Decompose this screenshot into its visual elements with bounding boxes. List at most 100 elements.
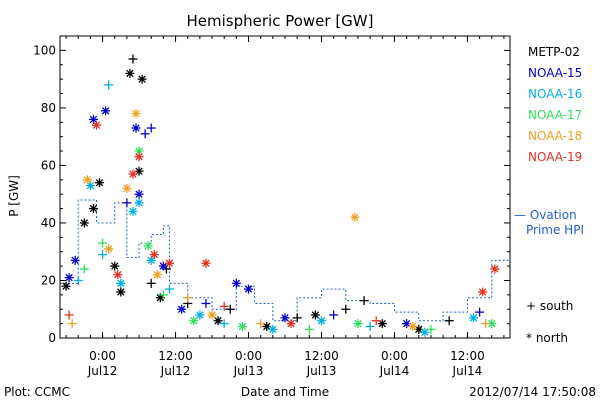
data-point-north xyxy=(83,175,92,184)
data-point-north xyxy=(408,322,417,331)
x-tick-time-label: 0:00 xyxy=(235,349,262,363)
data-point-south xyxy=(360,296,369,305)
data-point-north xyxy=(238,322,247,331)
data-point-south xyxy=(80,264,89,273)
data-point-north xyxy=(177,305,186,314)
data-point-north xyxy=(95,178,104,187)
data-point-north xyxy=(89,204,98,213)
data-point-north xyxy=(125,69,134,78)
data-point-north xyxy=(150,250,159,259)
y-tick-label: 100 xyxy=(33,43,56,57)
ovation-legend-line2: Prime HPI xyxy=(526,223,584,237)
data-point-north xyxy=(128,207,137,216)
data-point-north xyxy=(135,198,144,207)
data-point-south xyxy=(65,310,74,319)
data-point-south xyxy=(341,305,350,314)
data-point-north xyxy=(128,170,137,179)
x-tick-time-label: 12:00 xyxy=(304,349,339,363)
y-tick-label: 80 xyxy=(41,101,56,115)
data-point-south xyxy=(147,124,156,133)
data-point-north xyxy=(469,313,478,322)
data-point-north xyxy=(135,190,144,199)
data-point-south xyxy=(201,299,210,308)
data-point-south xyxy=(305,325,314,334)
chart-title: Hemispheric Power [GW] xyxy=(187,12,374,30)
data-point-north xyxy=(353,319,362,328)
x-tick-date-label: Jul13 xyxy=(306,364,337,378)
data-point-north xyxy=(110,262,119,271)
data-point-north xyxy=(122,184,131,193)
data-point-south xyxy=(122,198,131,207)
y-tick-label: 0 xyxy=(48,331,56,345)
data-point-south xyxy=(329,310,338,319)
data-point-north xyxy=(92,121,101,130)
data-point-north xyxy=(113,270,122,279)
y-tick-label: 40 xyxy=(41,216,56,230)
data-point-south xyxy=(445,316,454,325)
data-point-north xyxy=(144,241,153,250)
data-point-north xyxy=(208,310,217,319)
x-tick-date-label: Jul14 xyxy=(452,364,483,378)
data-point-north xyxy=(71,256,80,265)
x-tick-date-label: Jul12 xyxy=(160,364,191,378)
data-point-north xyxy=(62,282,71,291)
x-tick-time-label: 0:00 xyxy=(89,349,116,363)
data-point-north xyxy=(201,259,210,268)
data-point-south xyxy=(74,276,83,285)
data-point-north xyxy=(104,244,113,253)
axes: 0204060801000:00Jul1212:00Jul120:00Jul13… xyxy=(33,36,510,378)
marker-legend-south: + south xyxy=(526,299,573,313)
data-point-north xyxy=(478,287,487,296)
legend-entry: NOAA-15 xyxy=(528,66,582,80)
data-point-north xyxy=(165,259,174,268)
data-point-south xyxy=(165,285,174,294)
data-point-south xyxy=(68,319,77,328)
x-tick-time-label: 0:00 xyxy=(381,349,408,363)
plot-timestamp: 2012/07/14 17:50:08 xyxy=(469,385,596,399)
data-point-south xyxy=(128,55,137,64)
data-point-north xyxy=(132,124,141,133)
x-tick-date-label: Jul14 xyxy=(379,364,410,378)
y-axis-label: P [GW] xyxy=(7,175,21,217)
data-point-north xyxy=(287,319,296,328)
data-point-north xyxy=(317,316,326,325)
x-axis-label: Date and Time xyxy=(241,385,329,399)
plot-credit: Plot: CCMC xyxy=(4,385,70,399)
data-point-north xyxy=(490,264,499,273)
data-point-south xyxy=(104,80,113,89)
x-tick-time-label: 12:00 xyxy=(158,349,193,363)
legend-entry: METP-02 xyxy=(528,45,580,59)
data-point-south xyxy=(366,322,375,331)
data-point-north xyxy=(244,285,253,294)
legend-entry: NOAA-17 xyxy=(528,108,582,122)
data-point-north xyxy=(132,109,141,118)
marker-legend-north: * north xyxy=(526,331,568,345)
data-point-north xyxy=(138,75,147,84)
data-point-north xyxy=(135,152,144,161)
y-tick-label: 60 xyxy=(41,158,56,172)
data-point-north xyxy=(189,316,198,325)
x-tick-time-label: 12:00 xyxy=(450,349,485,363)
ovation-legend-line1: — Ovation xyxy=(514,208,577,222)
data-point-south xyxy=(147,279,156,288)
x-tick-date-label: Jul12 xyxy=(87,364,118,378)
data-point-south xyxy=(141,129,150,138)
x-tick-date-label: Jul13 xyxy=(233,364,264,378)
data-point-north xyxy=(80,218,89,227)
ovation-line xyxy=(60,200,510,321)
data-point-north xyxy=(268,325,277,334)
data-point-north xyxy=(232,279,241,288)
data-point-south xyxy=(183,293,192,302)
y-tick-label: 20 xyxy=(41,273,56,287)
data-point-north xyxy=(350,213,359,222)
legend-entry: NOAA-18 xyxy=(528,129,582,143)
ovation-step-line xyxy=(60,200,510,321)
data-point-north xyxy=(116,279,125,288)
data-point-north xyxy=(153,270,162,279)
data-point-north xyxy=(101,106,110,115)
data-points xyxy=(62,55,500,337)
data-point-north xyxy=(116,287,125,296)
legend: METP-02NOAA-15NOAA-16NOAA-17NOAA-18NOAA-… xyxy=(514,45,584,345)
legend-entry: NOAA-19 xyxy=(528,150,582,164)
